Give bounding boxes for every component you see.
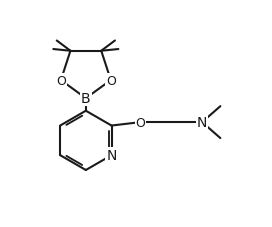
Text: N: N xyxy=(197,116,207,130)
Text: O: O xyxy=(56,74,66,87)
Text: B: B xyxy=(81,92,91,106)
Text: N: N xyxy=(106,148,117,163)
Text: O: O xyxy=(136,116,146,129)
Text: O: O xyxy=(106,74,116,87)
